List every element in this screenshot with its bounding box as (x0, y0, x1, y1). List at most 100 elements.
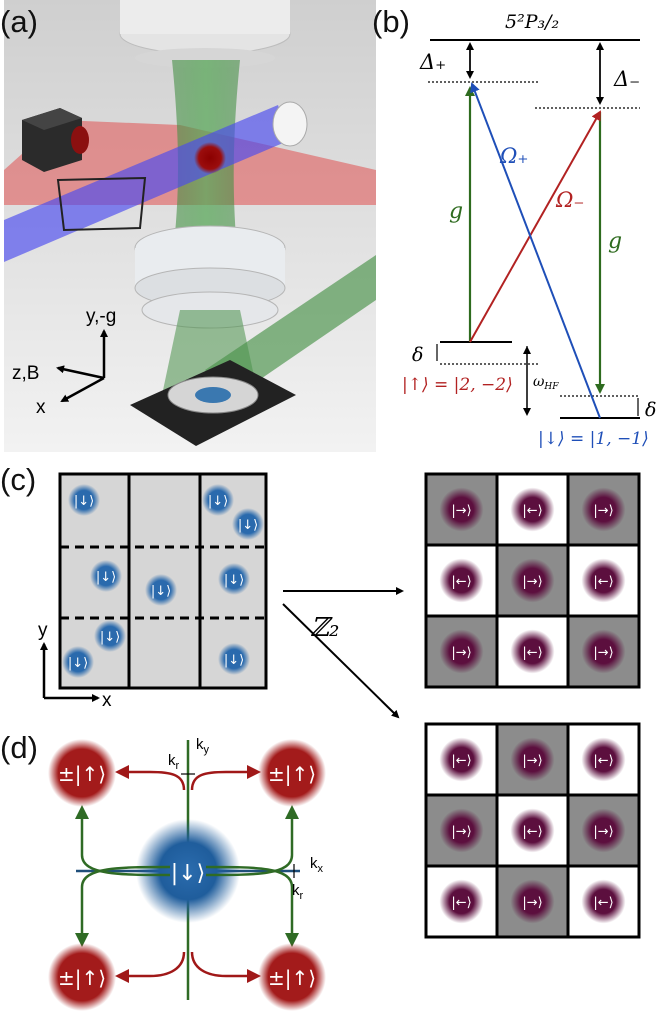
spin-label: |→⟩ (522, 754, 542, 769)
spin-label: |←⟩ (451, 896, 471, 911)
atom: |↓⟩ (232, 508, 264, 540)
kr-top-label: kr (168, 752, 180, 772)
green-arrow-top-left (75, 805, 171, 877)
atom: |↓⟩ (90, 560, 122, 592)
spin-atom (439, 629, 484, 674)
spin-atom (581, 879, 626, 924)
axis-c-x-label: x (102, 690, 112, 711)
spin-atom (581, 808, 626, 853)
atom-label: |↓⟩ (208, 494, 228, 509)
spin-label: |→⟩ (593, 504, 613, 519)
corner-state-top-right: ±|↑⟩ (258, 739, 326, 807)
corner-state-label: ±|↑⟩ (58, 762, 106, 786)
atom: |↓⟩ (94, 620, 126, 652)
panel-a: y,-g z,B x (a) (0, 0, 376, 452)
atom: |↓⟩ (62, 646, 94, 678)
panel-b-label: (b) (372, 4, 410, 39)
kr-right-symbol: k (292, 882, 300, 899)
spin-label: |←⟩ (522, 646, 542, 661)
delta-plus-label: Δ₊ (419, 50, 446, 74)
atom: |↓⟩ (218, 563, 250, 595)
red-arrow-bottom-right (190, 951, 261, 983)
blue-beam (4, 105, 290, 262)
spin-atom (510, 879, 555, 924)
spin-atom (439, 808, 484, 853)
spin-label: |→⟩ (451, 504, 471, 519)
spin-atom (439, 737, 484, 782)
axis-y-g-label: y,-g (86, 306, 116, 327)
corner-state-top-left: ±|↑⟩ (48, 739, 116, 807)
spin-label: |→⟩ (451, 646, 471, 661)
panel-d-label: (d) (0, 730, 38, 765)
omega-plus-label: Ω₊ (499, 144, 529, 168)
state-down-label: |↓⟩ = |1, −1⟩ (538, 429, 649, 449)
omega-hf-label: ωHF (533, 374, 559, 392)
spin-atom (581, 558, 626, 603)
spin-atom (439, 487, 484, 532)
corner-state-label: ±|↑⟩ (58, 966, 106, 990)
atom-label: |↓⟩ (238, 518, 258, 533)
atom-label: |↓⟩ (151, 584, 171, 599)
panel-c: (c) |↓⟩ |↓⟩ |↓⟩ |↓⟩ |↓⟩ |↓⟩ |↓⟩ |↓⟩ |↓⟩ … (0, 462, 641, 939)
spin-label: |→⟩ (522, 896, 542, 911)
spin-atom (510, 737, 555, 782)
spin-label: |←⟩ (522, 825, 542, 840)
spin-label: |←⟩ (451, 575, 471, 590)
spin-atom (439, 879, 484, 924)
ky-symbol: k (196, 736, 204, 753)
lattice-site (566, 614, 641, 689)
spin-label: |←⟩ (593, 575, 613, 590)
green-arrow-bottom-right (205, 865, 299, 947)
atom: |↓⟩ (218, 643, 250, 675)
arrow-to-bottom-lattice (282, 603, 400, 719)
atoms-left: |↓⟩ |↓⟩ |↓⟩ |↓⟩ |↓⟩ |↓⟩ |↓⟩ |↓⟩ |↓⟩ (62, 484, 264, 678)
omega-minus-arrow (469, 110, 601, 343)
ky-label: ky (196, 736, 210, 756)
kx-sub: x (318, 863, 324, 875)
spin-atom (510, 629, 555, 674)
g-left-label: g (449, 199, 463, 224)
atom-label: |↓⟩ (100, 630, 120, 645)
axis-z-b-label: z,B (12, 363, 39, 384)
corner-state-label: ±|↑⟩ (268, 966, 316, 990)
atom-label: |↓⟩ (224, 573, 244, 588)
kr-right-label: kr (292, 882, 304, 902)
top-lens-body (120, 0, 290, 34)
spin-label: |→⟩ (593, 825, 613, 840)
kr-top-sub: r (176, 760, 180, 772)
axis-x-label: x (36, 397, 46, 418)
delta-left-label: δ (412, 344, 423, 366)
omega-hf-symbol: ω (533, 374, 545, 390)
top-lens-shadow (135, 48, 275, 68)
center-state-blob (136, 819, 240, 923)
green-arrow-bottom-left (75, 865, 171, 947)
spin-atom (510, 487, 555, 532)
omega-plus-arrow (470, 82, 601, 419)
lattice-right-top: |→⟩ |←⟩ |→⟩ |←⟩ |→⟩ |←⟩ |→⟩ |←⟩ |→⟩ (424, 472, 641, 689)
red-arrow-top-right (190, 765, 261, 791)
atom: |↓⟩ (68, 484, 100, 516)
spin-label: |←⟩ (451, 754, 471, 769)
axis-c-y-label: y (38, 620, 48, 641)
panel-c-label: (c) (0, 462, 36, 497)
state-up-label: |↑⟩ = |2, −2⟩ (402, 375, 513, 395)
corner-state-bottom-left: ±|↑⟩ (48, 943, 116, 1011)
atom: |↓⟩ (145, 574, 177, 606)
corner-state-bottom-right: ±|↑⟩ (258, 943, 326, 1011)
spin-label: |←⟩ (593, 896, 613, 911)
red-arrow-bottom-left (115, 951, 186, 983)
spin-atom (510, 808, 555, 853)
g-right-label: g (608, 229, 622, 254)
panel-d: (d) |↓⟩ ±|↑⟩ ±|↑⟩ ±|↑⟩ (0, 730, 326, 1011)
kx-symbol: k (310, 855, 318, 872)
atom-label: |↓⟩ (224, 653, 244, 668)
chip-atoms (195, 387, 231, 403)
green-arrow-top-right (205, 805, 299, 877)
spin-label: |→⟩ (522, 575, 542, 590)
omega-hf-sub: HF (543, 382, 559, 392)
spin-atom (581, 487, 626, 532)
imaging-frame (56, 176, 147, 232)
kr-top-symbol: k (168, 752, 176, 769)
lattice-right-bottom: |←⟩ |→⟩ |←⟩ |→⟩ |←⟩ |→⟩ |←⟩ |→⟩ |←⟩ (424, 722, 641, 939)
atom-cloud (194, 142, 226, 174)
